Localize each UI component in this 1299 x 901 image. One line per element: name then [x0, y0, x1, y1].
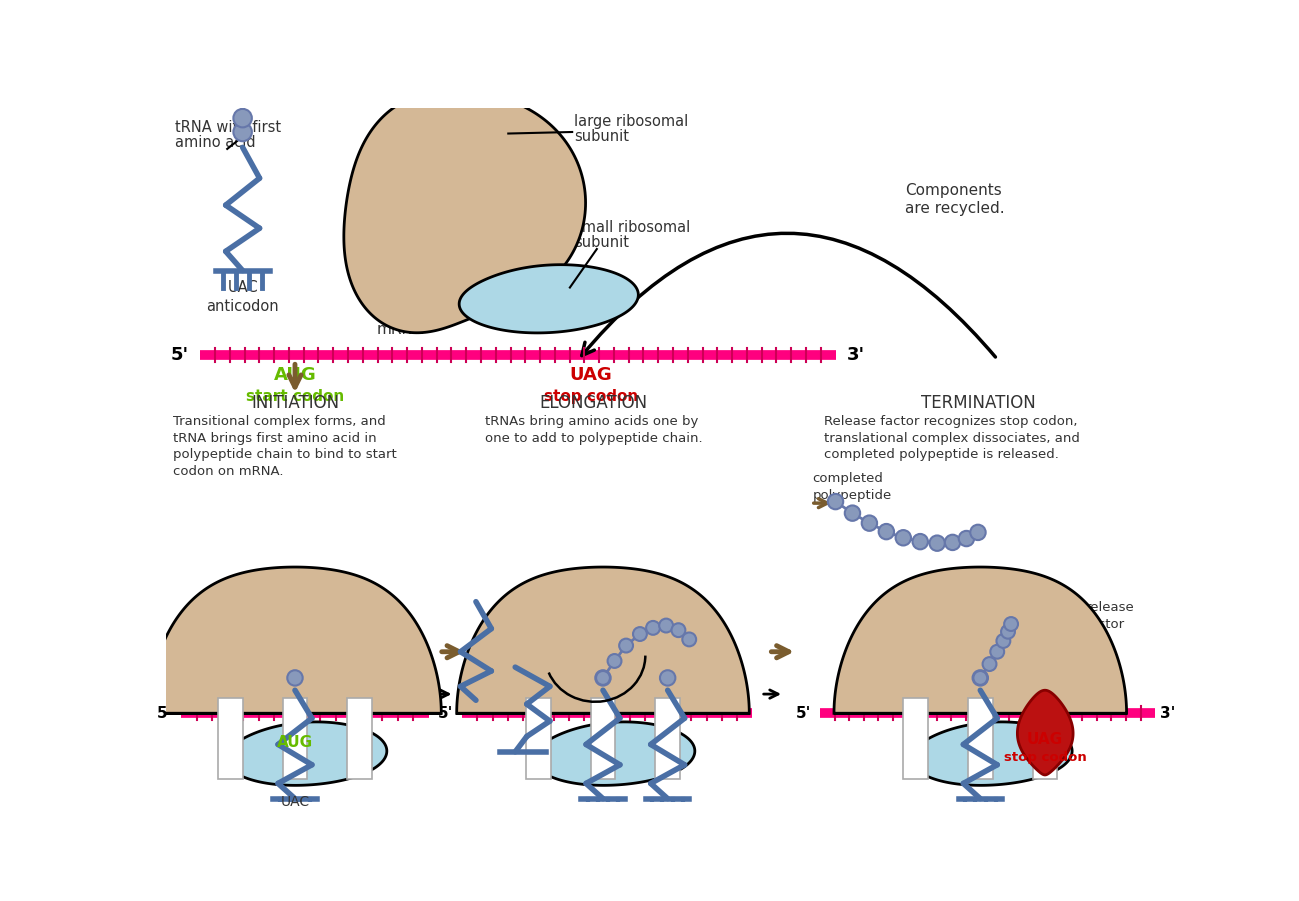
Polygon shape	[834, 567, 1126, 714]
Text: one to add to polypeptide chain.: one to add to polypeptide chain.	[485, 432, 703, 444]
FancyArrowPatch shape	[582, 233, 995, 357]
Circle shape	[659, 619, 673, 633]
Circle shape	[660, 670, 675, 686]
Text: 5': 5'	[170, 346, 188, 364]
Text: completed: completed	[812, 472, 883, 486]
Circle shape	[970, 524, 986, 540]
Text: 3': 3'	[1160, 705, 1176, 721]
Text: UAC: UAC	[281, 795, 309, 809]
Text: translational complex dissociates, and: translational complex dissociates, and	[824, 432, 1079, 444]
Text: polypeptide chain to bind to start: polypeptide chain to bind to start	[173, 449, 397, 461]
Text: amino acid: amino acid	[175, 135, 256, 150]
Text: are recycled.: are recycled.	[905, 201, 1004, 216]
Circle shape	[620, 639, 633, 652]
Circle shape	[1004, 617, 1018, 631]
Polygon shape	[911, 722, 1072, 786]
Text: Transitional complex forms, and: Transitional complex forms, and	[173, 414, 386, 428]
Text: release: release	[1086, 601, 1134, 614]
Text: anticodon: anticodon	[207, 298, 279, 314]
Circle shape	[878, 523, 894, 540]
Polygon shape	[903, 698, 927, 778]
Polygon shape	[457, 567, 750, 714]
Polygon shape	[968, 698, 992, 778]
Circle shape	[1002, 624, 1015, 639]
Text: 5': 5'	[438, 705, 453, 721]
Polygon shape	[459, 265, 638, 332]
Text: subunit: subunit	[574, 129, 629, 144]
Text: UAG: UAG	[1028, 733, 1063, 747]
Circle shape	[982, 657, 996, 671]
Circle shape	[827, 494, 843, 509]
Text: codon on mRNA.: codon on mRNA.	[173, 466, 283, 478]
Polygon shape	[344, 91, 586, 332]
Circle shape	[234, 109, 252, 127]
Circle shape	[672, 623, 686, 637]
Text: stop codon: stop codon	[1004, 751, 1086, 764]
Text: 5': 5'	[156, 705, 171, 721]
Text: subunit: subunit	[574, 235, 629, 250]
Text: tRNA with first: tRNA with first	[175, 120, 281, 135]
Circle shape	[959, 531, 974, 546]
Text: AUG: AUG	[277, 735, 313, 751]
Text: tRNA brings first amino acid in: tRNA brings first amino acid in	[173, 432, 377, 444]
Text: UAG: UAG	[569, 366, 612, 384]
Text: polypeptide: polypeptide	[812, 489, 891, 502]
Circle shape	[973, 671, 987, 685]
Text: completed polypeptide is released.: completed polypeptide is released.	[824, 449, 1059, 461]
Circle shape	[633, 627, 647, 641]
Text: stop codon: stop codon	[543, 389, 638, 405]
Text: mRNA: mRNA	[377, 322, 423, 337]
Circle shape	[682, 633, 696, 646]
Circle shape	[930, 535, 944, 551]
Polygon shape	[655, 698, 679, 778]
Text: UAC: UAC	[227, 280, 259, 296]
Text: Components: Components	[905, 183, 1002, 198]
Circle shape	[646, 621, 660, 635]
Polygon shape	[591, 698, 616, 778]
Text: Release factor recognizes stop codon,: Release factor recognizes stop codon,	[824, 414, 1077, 428]
Circle shape	[596, 671, 611, 685]
Text: INITIATION: INITIATION	[251, 394, 339, 412]
Text: small ribosomal: small ribosomal	[574, 220, 690, 235]
Text: factor: factor	[1086, 618, 1125, 631]
Polygon shape	[526, 698, 551, 778]
Polygon shape	[283, 698, 308, 778]
Circle shape	[287, 670, 303, 686]
Circle shape	[895, 530, 911, 545]
Polygon shape	[1017, 690, 1073, 775]
Text: AUG: AUG	[274, 366, 317, 384]
Circle shape	[234, 123, 252, 141]
Circle shape	[595, 670, 611, 686]
Text: TERMINATION: TERMINATION	[921, 394, 1035, 412]
Circle shape	[861, 515, 877, 531]
Circle shape	[912, 534, 927, 550]
Circle shape	[944, 534, 960, 551]
Polygon shape	[218, 698, 243, 778]
Text: large ribosomal: large ribosomal	[574, 114, 688, 129]
Polygon shape	[148, 567, 442, 714]
Polygon shape	[1033, 698, 1057, 778]
Circle shape	[608, 654, 621, 668]
Polygon shape	[226, 722, 387, 786]
Text: start codon: start codon	[246, 389, 344, 405]
Circle shape	[996, 634, 1011, 648]
Polygon shape	[534, 722, 695, 786]
Text: tRNAs bring amino acids one by: tRNAs bring amino acids one by	[485, 414, 699, 428]
Text: 5': 5'	[795, 705, 811, 721]
Text: ELONGATION: ELONGATION	[539, 394, 647, 412]
Circle shape	[990, 645, 1004, 659]
Circle shape	[844, 505, 860, 521]
Text: 3': 3'	[847, 346, 865, 364]
Polygon shape	[347, 698, 372, 778]
Circle shape	[973, 670, 989, 686]
